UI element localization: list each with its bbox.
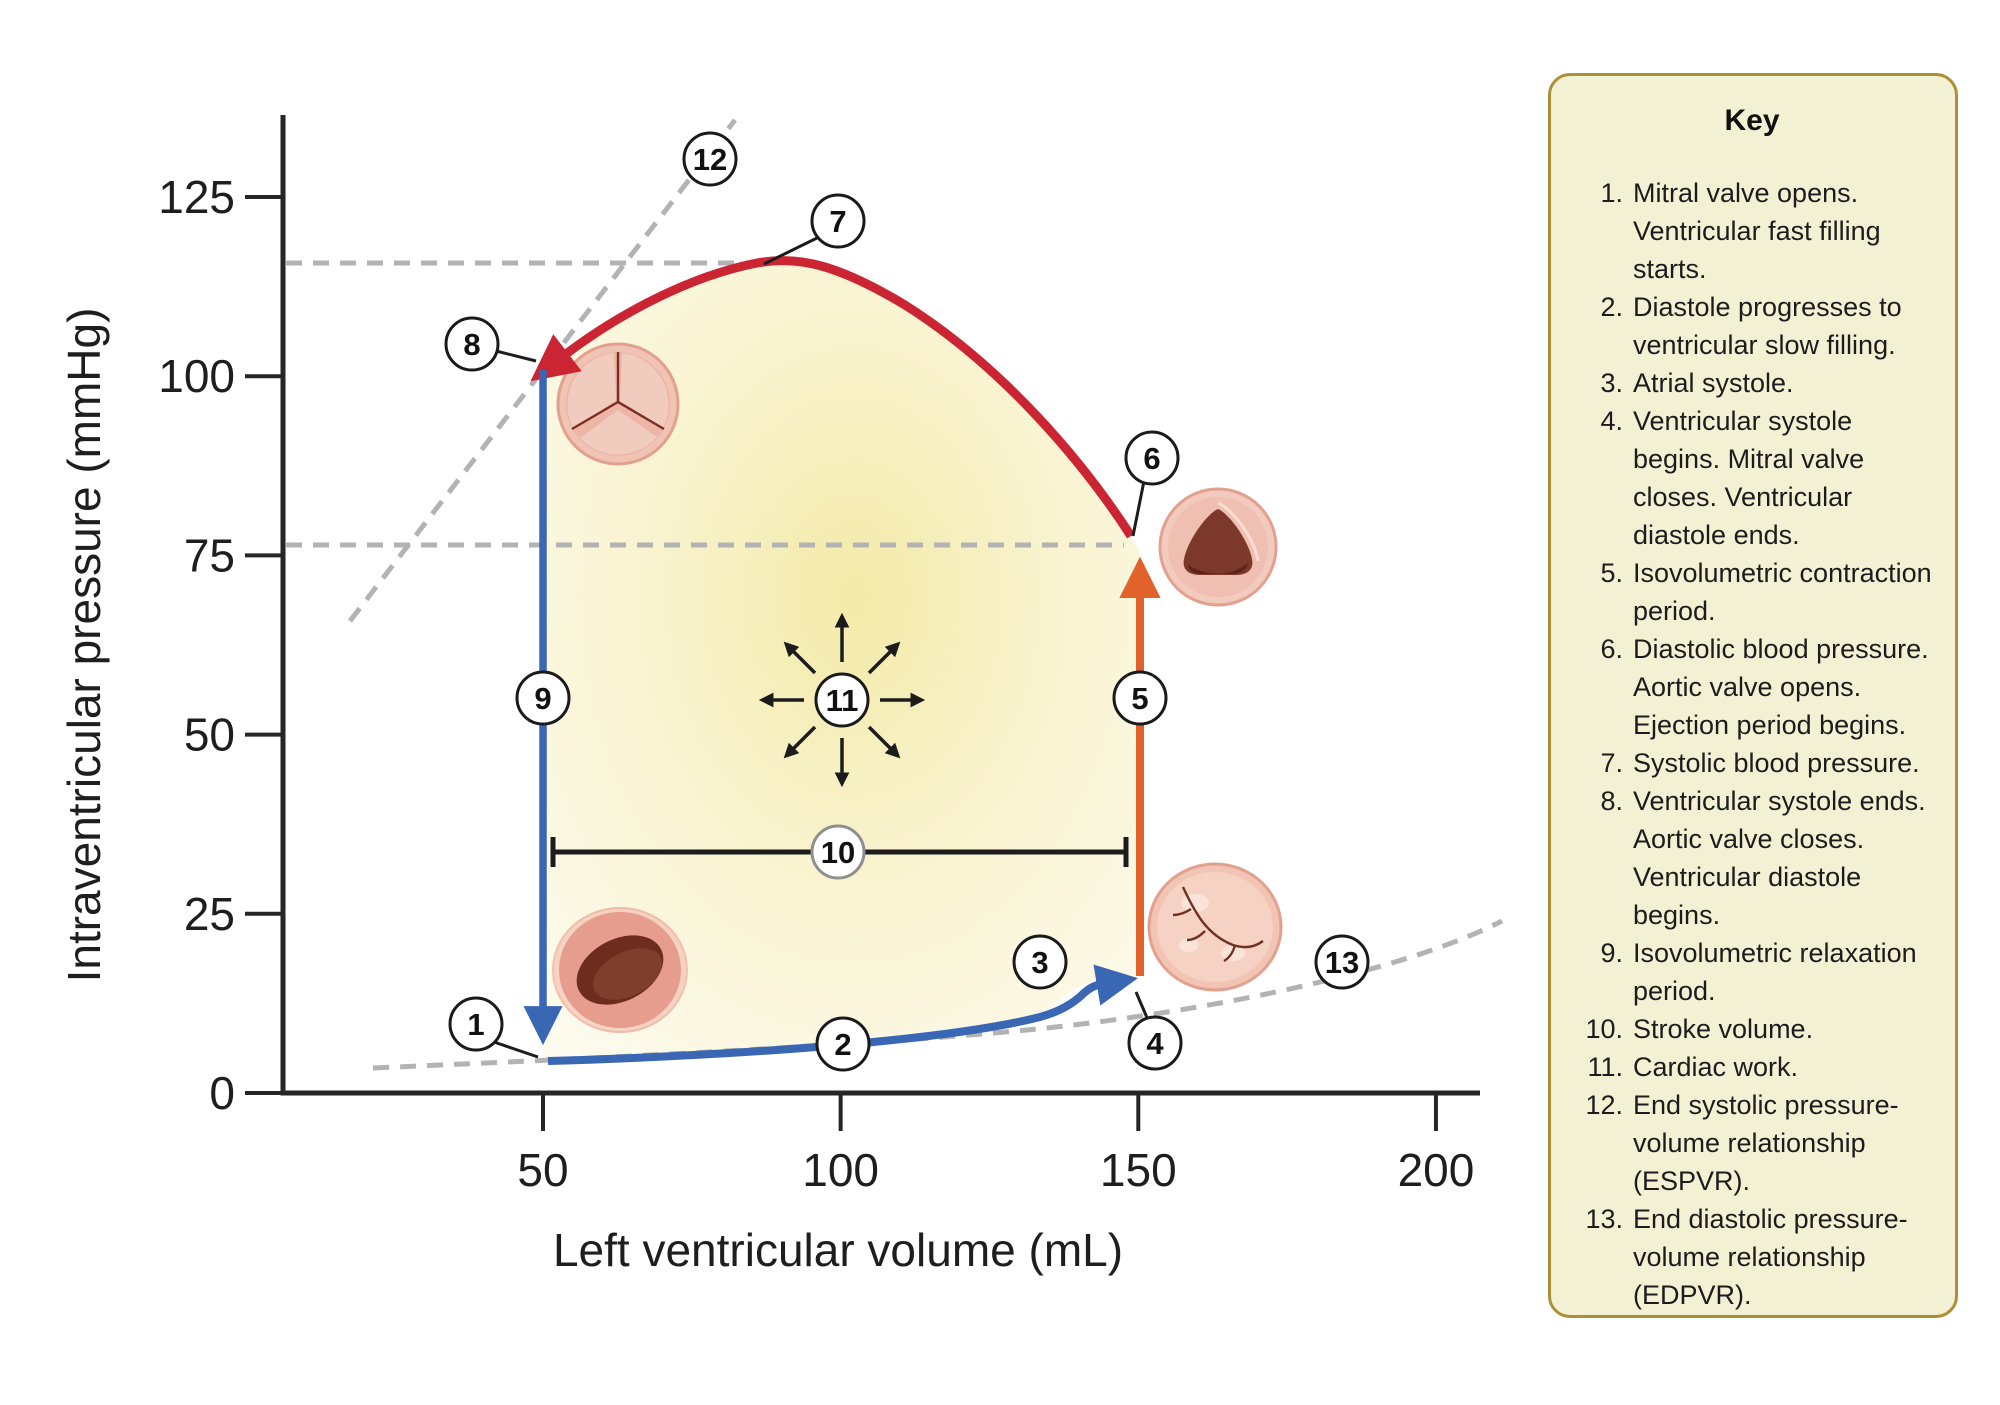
key-item-number: 3. — [1600, 368, 1623, 398]
axes — [280, 115, 1480, 1096]
point-marker-8: 8 — [444, 316, 500, 372]
key-item-9: 9. Isovolumetric relaxation period. — [1569, 934, 1935, 1010]
point-marker-4: 4 — [1127, 1015, 1183, 1071]
svg-text:5: 5 — [1131, 681, 1148, 716]
espvr-dashed-line — [348, 118, 737, 623]
key-item-7: 7. Systolic blood pressure. — [1569, 744, 1935, 782]
point-marker-10: 10 — [810, 824, 866, 880]
leader-line-4 — [1134, 991, 1150, 1021]
cardiac-work-burst — [758, 612, 926, 788]
key-item-text: Isovolumetric contraction period. — [1633, 558, 1932, 626]
x-tick-label-50: 50 — [517, 1144, 568, 1196]
aortic-valve-open-illustration — [1158, 487, 1278, 607]
key-title: Key — [1724, 104, 1780, 137]
x-tick-label-200: 200 — [1398, 1144, 1475, 1196]
key-item-number: 5. — [1600, 558, 1623, 588]
key-list: 1. Mitral valve opens. Ventricular fast f… — [1569, 174, 1935, 1314]
svg-text:1: 1 — [467, 1007, 484, 1042]
y-tick-label-0: 0 — [209, 1067, 235, 1119]
key-item-text: Ventricular systole ends. Aortic valve c… — [1633, 786, 1926, 930]
point-marker-3: 3 — [1012, 934, 1068, 990]
key-item-number: 7. — [1600, 748, 1623, 778]
key-box: Key 1. Mitral valve opens. Ventricular fa… — [1548, 73, 1958, 1318]
key-item-5: 5. Isovolumetric contraction period. — [1569, 554, 1935, 630]
x-tick-label-150: 150 — [1100, 1144, 1177, 1196]
svg-text:11: 11 — [826, 683, 859, 718]
key-item-number: 2. — [1600, 292, 1623, 322]
ejection-curve-segment-7 — [530, 256, 1135, 539]
svg-text:3: 3 — [1031, 945, 1048, 980]
leader-line-6 — [1131, 480, 1146, 537]
key-item-number: 9. — [1600, 938, 1623, 968]
key-item-text: Atrial systole. — [1633, 368, 1794, 398]
key-item-text: Stroke volume. — [1633, 1014, 1814, 1044]
key-item-8: 8. Ventricular systole ends. Aortic valve… — [1569, 782, 1935, 934]
key-item-6: 6. Diastolic blood pressure. Aortic valve… — [1569, 630, 1935, 744]
key-item-text: End systolic pressure-volume relationshi… — [1633, 1090, 1899, 1196]
mitral-valve-open-illustration — [552, 907, 688, 1033]
key-item-12: 12. End systolic pressure-volume relation… — [1569, 1086, 1935, 1200]
key-item-number: 11. — [1587, 1052, 1623, 1082]
svg-text:13: 13 — [1325, 945, 1359, 980]
point-marker-5: 5 — [1112, 670, 1168, 726]
key-item-number: 4. — [1600, 406, 1623, 436]
y-tick-label-100: 100 — [158, 350, 235, 402]
leader-line-8 — [495, 349, 537, 363]
key-item-number: 13. — [1585, 1204, 1623, 1234]
svg-text:7: 7 — [829, 204, 846, 239]
key-item-4: 4. Ventricular systole begins. Mitral val… — [1569, 402, 1935, 554]
aortic-valve-closed-illustration — [556, 342, 680, 466]
key-item-text: Isovolumetric relaxation period. — [1633, 938, 1917, 1006]
svg-text:9: 9 — [534, 681, 551, 716]
point-marker-11: 11 — [814, 672, 870, 728]
filling-curve-segment-2-3 — [547, 964, 1138, 1065]
key-item-number: 10. — [1585, 1014, 1623, 1044]
y-tick-label-125: 125 — [158, 171, 235, 223]
key-item-3: 3. Atrial systole. — [1569, 364, 1935, 402]
point-marker-9: 9 — [515, 670, 571, 726]
point-marker-2: 2 — [815, 1016, 871, 1072]
key-item-11: 11. Cardiac work. — [1569, 1048, 1935, 1086]
key-item-2: 2. Diastole progresses to ventricular slo… — [1569, 288, 1935, 364]
svg-text:6: 6 — [1143, 441, 1160, 476]
key-item-text: Ventricular systole begins. Mitral valve… — [1633, 406, 1865, 550]
y-tick-label-50: 50 — [184, 709, 235, 761]
key-item-text: Systolic blood pressure. — [1633, 748, 1920, 778]
key-item-number: 1. — [1600, 178, 1623, 208]
point-marker-6: 6 — [1124, 430, 1180, 486]
key-item-text: Mitral valve opens. Ventricular fast fil… — [1633, 178, 1881, 284]
point-marker-13: 13 — [1314, 934, 1370, 990]
y-axis-title: Intraventricular pressure (mmHg) — [58, 308, 110, 983]
mitral-valve-closed-illustration — [1147, 862, 1283, 992]
leader-line-1 — [493, 1040, 539, 1059]
point-marker-1: 1 — [448, 996, 504, 1052]
x-tick-label-100: 100 — [802, 1144, 879, 1196]
svg-text:2: 2 — [834, 1027, 851, 1062]
key-item-text: Cardiac work. — [1633, 1052, 1799, 1082]
key-item-text: Diastolic blood pressure. Aortic valve o… — [1633, 634, 1929, 740]
leader-line-7 — [763, 236, 818, 266]
key-item-number: 6. — [1600, 634, 1623, 664]
y-tick-label-75: 75 — [184, 529, 235, 581]
key-item-text: Diastole progresses to ventricular slow … — [1633, 292, 1902, 360]
point-marker-12: 12 — [682, 131, 738, 187]
svg-text:4: 4 — [1146, 1026, 1164, 1061]
x-axis-title: Left ventricular volume (mL) — [553, 1224, 1123, 1276]
key-item-text: End diastolic pressure-volume relationsh… — [1633, 1204, 1908, 1310]
point-marker-7: 7 — [810, 193, 866, 249]
key-item-13: 13. End diastolic pressure-volume relatio… — [1569, 1200, 1935, 1314]
key-item-number: 8. — [1600, 786, 1623, 816]
key-item-1: 1. Mitral valve opens. Ventricular fast f… — [1569, 174, 1935, 288]
key-item-10: 10. Stroke volume. — [1569, 1010, 1935, 1048]
svg-text:8: 8 — [463, 327, 480, 362]
y-tick-label-25: 25 — [184, 888, 235, 940]
key-item-number: 12. — [1585, 1090, 1623, 1120]
svg-text:10: 10 — [821, 835, 855, 870]
svg-text:12: 12 — [693, 142, 727, 177]
